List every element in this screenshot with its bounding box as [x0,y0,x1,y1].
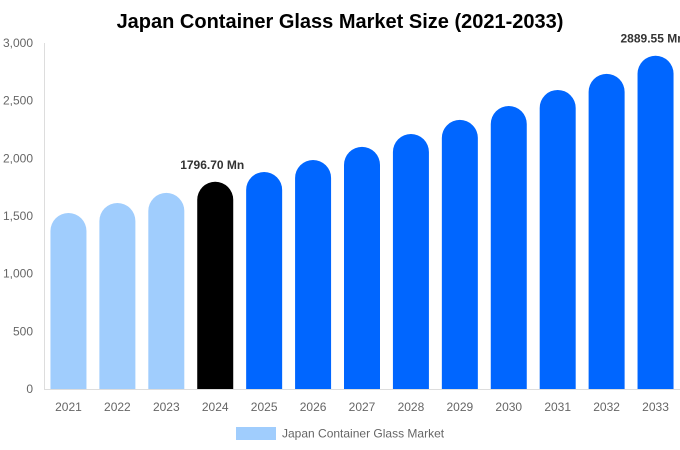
bar-2028[interactable] [392,133,429,389]
x-tick-label: 2029 [446,400,473,414]
legend[interactable]: Japan Container Glass Market [236,427,445,441]
y-tick-label: 500 [13,324,33,338]
bar-2026[interactable] [295,159,332,389]
x-tick-label: 2023 [153,400,180,414]
bar-2021[interactable] [50,213,87,389]
x-tick-label: 2030 [495,400,522,414]
x-tick-label: 2022 [104,400,131,414]
y-tick-label: 3,000 [3,36,33,50]
x-tick-label: 2021 [55,400,82,414]
legend-swatch [236,427,276,440]
x-tick-label: 2033 [642,400,669,414]
y-tick-label: 0 [26,382,33,396]
y-tick-label: 2,500 [3,94,33,108]
x-tick-label: 2026 [300,400,327,414]
y-tick-label: 1,000 [3,267,33,281]
x-tick-label: 2032 [593,400,620,414]
x-tick-label: 2028 [398,400,425,414]
x-tick-label: 2031 [544,400,571,414]
y-tick-label: 1,500 [3,209,33,223]
legend-label: Japan Container Glass Market [282,427,445,441]
bar-2024[interactable] [197,181,234,389]
bar-2033[interactable] [637,55,674,390]
x-tick-label: 2027 [349,400,376,414]
bar-2030[interactable] [490,105,527,390]
bar-2023[interactable] [148,192,185,389]
x-tick-label: 2024 [202,400,229,414]
data-label: 2889.55 Mn [621,32,680,46]
bar-2032[interactable] [588,73,625,389]
bar-2029[interactable] [441,119,478,389]
chart-title: Japan Container Glass Market Size (2021-… [117,11,564,33]
data-label: 1796.70 Mn [180,158,244,172]
y-tick-label: 2,000 [3,151,33,165]
bar-2027[interactable] [344,146,380,389]
bar-2025[interactable] [246,171,283,389]
bar-2022[interactable] [99,202,136,389]
bar-2031[interactable] [539,89,576,389]
x-tick-label: 2025 [251,400,278,414]
